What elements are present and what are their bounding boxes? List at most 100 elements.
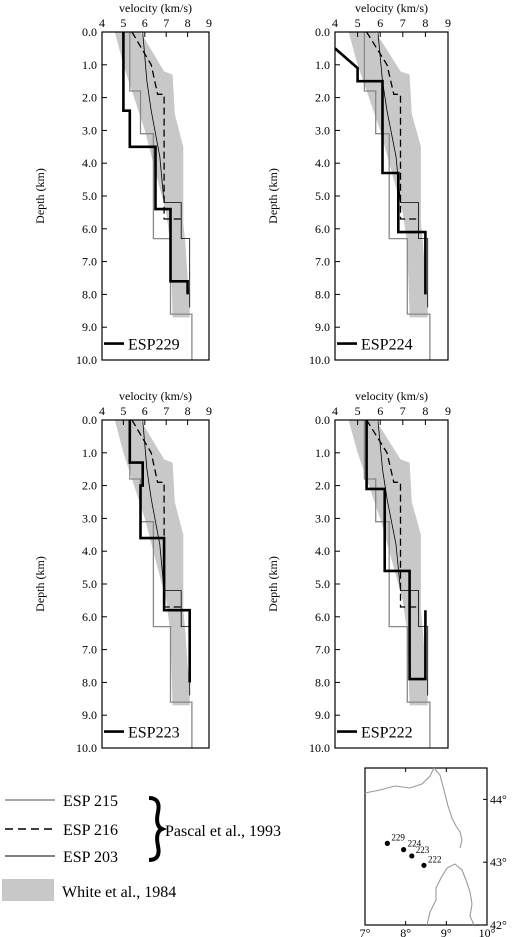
map-station-label: 223 <box>416 845 430 855</box>
y-axis-title: Depth (km) <box>33 556 47 612</box>
series-esp215-line <box>129 32 193 360</box>
y-tick-label: 5.0 <box>315 577 330 591</box>
band-white-1984 <box>114 420 190 706</box>
y-tick-label: 5.0 <box>82 577 97 591</box>
x-tick-label: 5 <box>120 16 126 30</box>
y-tick-label: 10.0 <box>76 353 97 367</box>
x-tick-label: 5 <box>355 16 361 30</box>
legend-white-label: White et al., 1984 <box>62 884 176 901</box>
y-tick-label: 4.0 <box>315 544 330 558</box>
series-esp223-line <box>128 420 191 683</box>
x-tick-label: 7 <box>163 16 169 30</box>
y-tick-label: 8.0 <box>315 675 330 689</box>
band-white-1984 <box>348 420 428 706</box>
y-tick-label: 4.0 <box>315 156 330 170</box>
map-lon-label: 8° <box>400 926 411 937</box>
y-tick-label: 9.0 <box>315 320 330 334</box>
x-axis-title: velocity (km/s) <box>119 1 192 15</box>
x-tick-label: 6 <box>142 404 148 418</box>
y-tick-label: 5.0 <box>315 189 330 203</box>
legend-esp216-label: ESP 216 <box>63 822 118 839</box>
y-tick-label: 3.0 <box>82 123 97 137</box>
series-esp216-line <box>131 420 182 608</box>
band-white-1984 <box>348 32 428 318</box>
series-esp215-line <box>363 420 431 748</box>
map-ticks: 7° 8° 9° 10° 44° 43° 42° <box>360 768 507 937</box>
y-tick-label: 8.0 <box>82 287 97 301</box>
plot-area <box>114 420 193 748</box>
y-tick-label: 9.0 <box>82 708 97 722</box>
legend: ESP 215 ESP 216 ESP 203 Pascal et al., 1… <box>2 793 281 901</box>
x-tick-label: 8 <box>422 404 428 418</box>
panel-esp224: 4 5 6 7 8 9 0.0 1.0 2.0 3.0 4.0 5.0 6.0 7.0 8.0 9.0 10.0… <box>266 1 451 367</box>
y-tick-label: 1.0 <box>82 446 97 460</box>
x-tick-label: 8 <box>185 16 191 30</box>
x-tick-label: 9 <box>206 404 212 418</box>
y-tick-label: 7.0 <box>315 255 330 269</box>
series-esp216-line <box>366 420 419 608</box>
y-tick-label: 4.0 <box>82 156 97 170</box>
map-lat-label: 43° <box>490 855 507 869</box>
x-tick-label: 8 <box>185 404 191 418</box>
y-tick-label: 2.0 <box>82 91 97 105</box>
map-station-label: 229 <box>391 832 405 842</box>
legend-pascal-label: Pascal et al., 1993 <box>165 823 281 840</box>
map-station-dot <box>401 847 407 853</box>
y-axis-title: Depth (km) <box>266 168 280 224</box>
y-tick-label: 10.0 <box>309 353 330 367</box>
y-tick-label: 6.0 <box>82 222 97 236</box>
x-tick-label: 9 <box>206 16 212 30</box>
x-tick-label: 9 <box>445 404 451 418</box>
map-corsica-west <box>426 867 448 926</box>
map-lon-label: 7° <box>360 926 371 937</box>
x-tick-label: 7 <box>400 16 406 30</box>
map-station-dot <box>384 840 390 846</box>
y-tick-label: 1.0 <box>315 58 330 72</box>
y-tick-label: 7.0 <box>315 643 330 657</box>
legend-esp215-label: ESP 215 <box>63 793 118 810</box>
series-esp222-line <box>365 420 427 681</box>
map-station-label: 222 <box>428 854 442 864</box>
x-tick-label: 8 <box>422 16 428 30</box>
map-station-dot <box>421 862 427 868</box>
y-tick-label: 7.0 <box>82 643 97 657</box>
panel-esp223: 4 5 6 7 8 9 0.0 1.0 2.0 3.0 4.0 5.0 6.0 7.0 8.0 9.0 10.0… <box>33 389 212 755</box>
x-tick-label: 4 <box>99 16 105 30</box>
y-tick-label: 2.0 <box>315 91 330 105</box>
y-tick-label: 0.0 <box>315 413 330 427</box>
panel-esp229: 4 5 6 7 8 9 0.0 1.0 2.0 3.0 4.0 5.0 6.0 7.0 8.0 9.0 10.0… <box>33 1 212 367</box>
y-tick-label: 6.0 <box>315 610 330 624</box>
x-tick-label: 5 <box>355 404 361 418</box>
y-tick-label: 6.0 <box>315 222 330 236</box>
series-esp224-line <box>335 47 427 295</box>
x-axis-title: velocity (km/s) <box>119 389 192 403</box>
y-tick-label: 9.0 <box>82 320 97 334</box>
series-esp203-line <box>142 32 191 308</box>
y-axis-title: Depth (km) <box>266 556 280 612</box>
y-tick-label: 6.0 <box>82 610 97 624</box>
x-tick-label: 6 <box>142 16 148 30</box>
series-esp216-line <box>366 32 419 220</box>
map-lon-label: 9° <box>441 926 452 937</box>
legend-white-swatch <box>2 879 54 901</box>
station-key-label: ESP229 <box>128 337 180 354</box>
y-tick-label: 2.0 <box>315 479 330 493</box>
map-station-dot <box>409 853 415 859</box>
x-tick-label: 4 <box>332 404 338 418</box>
map-corsica-east <box>446 863 475 926</box>
x-tick-label: 7 <box>400 404 406 418</box>
map-coastline-north <box>364 767 435 794</box>
plot-area <box>348 420 431 748</box>
x-tick-label: 6 <box>377 404 383 418</box>
y-tick-label: 3.0 <box>315 123 330 137</box>
series-esp215-line <box>129 420 193 748</box>
x-tick-label: 5 <box>120 404 126 418</box>
x-tick-label: 9 <box>445 16 451 30</box>
band-white-1984 <box>114 32 190 318</box>
y-tick-label: 0.0 <box>82 25 97 39</box>
y-tick-label: 7.0 <box>82 255 97 269</box>
map-frame <box>364 767 488 926</box>
y-tick-label: 10.0 <box>76 741 97 755</box>
